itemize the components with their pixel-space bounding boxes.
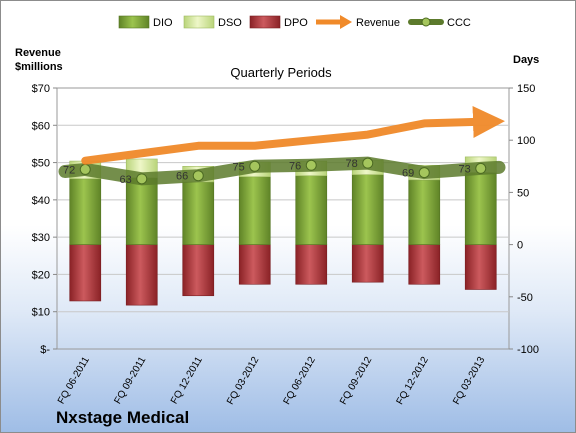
- y-left-tick-label: $10: [32, 307, 50, 319]
- y-right-tick-label: 0: [517, 240, 523, 252]
- ccc-data-label: 75: [233, 161, 245, 173]
- y-left-title-line1: Revenue: [15, 47, 61, 59]
- y-left-tick-label: $40: [32, 195, 50, 207]
- legend-label-ccc: CCC: [447, 17, 471, 29]
- legend-label-dso: DSO: [218, 17, 242, 29]
- x-tick-label: FQ 03-2012: [225, 355, 261, 407]
- y-left-tick-label: $20: [32, 269, 50, 281]
- y-left-tick-label: $70: [32, 83, 50, 95]
- legend-swatch-dpo: [249, 15, 281, 29]
- bar-dio: [125, 177, 158, 245]
- bar-dio: [238, 176, 271, 245]
- legend-swatch-revenue-arrowhead: [340, 15, 352, 29]
- legend-swatch-dso: [183, 15, 215, 29]
- y-axis-right: -100 -50 0 50 100 150: [509, 83, 539, 356]
- y-axis-left: $- $10 $20 $30 $40 $50 $60 $70: [32, 83, 57, 356]
- y-right-tick-label: 50: [517, 187, 529, 199]
- bar-dio: [351, 174, 384, 245]
- ccc-data-label: 76: [289, 160, 301, 172]
- ccc-point: [192, 170, 204, 182]
- y-left-tick-label: $-: [40, 344, 50, 356]
- bar-dpo: [464, 244, 497, 290]
- ccc-point: [418, 167, 430, 179]
- bar-dpo: [238, 244, 271, 285]
- ccc-line: [58, 156, 506, 186]
- bar-dpo: [295, 244, 328, 285]
- ccc-data-label: 66: [176, 171, 188, 183]
- bar-dpo: [408, 244, 441, 285]
- bar-dio: [69, 178, 102, 245]
- ccc-data-label: 78: [346, 158, 358, 170]
- x-tick-label: FQ 09-2011: [113, 355, 149, 406]
- ccc-point: [249, 160, 261, 172]
- x-tick-label: FQ 06-2011: [56, 355, 92, 406]
- x-tick-label: FQ 06-2012: [282, 355, 318, 407]
- x-tick-label: FQ 12-2012: [395, 355, 431, 407]
- legend-swatch-dio: [118, 15, 150, 29]
- y-left-tick-label: $60: [32, 120, 50, 132]
- ccc-series: 72 63 66 75 76 78 69 73: [58, 156, 506, 186]
- x-axis: FQ 06-2011 FQ 09-2011 FQ 12-2011 FQ 03-2012…: [56, 355, 488, 407]
- legend-swatch-ccc-marker: [421, 17, 431, 27]
- ccc-point: [475, 162, 487, 174]
- revenue-line: [81, 106, 505, 165]
- ccc-point: [79, 163, 91, 175]
- y-left-title-line2: $millions: [15, 61, 63, 73]
- plot-area: [56, 87, 510, 350]
- y-right-tick-label: 100: [517, 135, 535, 147]
- bars: [69, 156, 497, 306]
- bar-dio: [408, 179, 441, 245]
- y-left-tick-label: $30: [32, 232, 50, 244]
- ccc-point: [136, 173, 148, 185]
- bar-dio: [295, 175, 328, 245]
- bar-dpo: [125, 244, 158, 306]
- bar-dpo: [182, 244, 215, 297]
- revenue-series: [81, 106, 505, 165]
- ccc-point: [305, 159, 317, 171]
- y-right-tick-label: -100: [517, 344, 539, 356]
- bar-dpo: [69, 244, 102, 302]
- bar-dio: [464, 172, 497, 245]
- ccc-data-label: 69: [402, 168, 414, 180]
- company-name: Nxstage Medical: [56, 408, 189, 427]
- y-right-tick-label: 150: [517, 83, 535, 95]
- legend-label-dpo: DPO: [284, 17, 308, 29]
- legend: DIO DSO DPO Revenue CCC: [118, 15, 471, 29]
- ccc-point: [362, 157, 374, 169]
- y-right-tick-label: -50: [517, 292, 533, 304]
- bar-dpo: [351, 244, 384, 283]
- y-left-tick-label: $50: [32, 158, 50, 170]
- ccc-data-label: 63: [120, 174, 132, 186]
- x-tick-label: FQ 03-2013: [451, 355, 487, 407]
- chart-title: Quarterly Periods: [230, 65, 332, 80]
- bar-dio: [182, 181, 215, 245]
- x-tick-label: FQ 09-2012: [338, 355, 374, 407]
- x-tick-label: FQ 12-2011: [169, 355, 205, 406]
- ccc-data-label: 72: [63, 164, 75, 176]
- legend-label-revenue: Revenue: [356, 17, 400, 29]
- y-right-title: Days: [513, 54, 539, 66]
- ccc-data-label: 73: [459, 163, 471, 175]
- legend-label-dio: DIO: [153, 17, 173, 29]
